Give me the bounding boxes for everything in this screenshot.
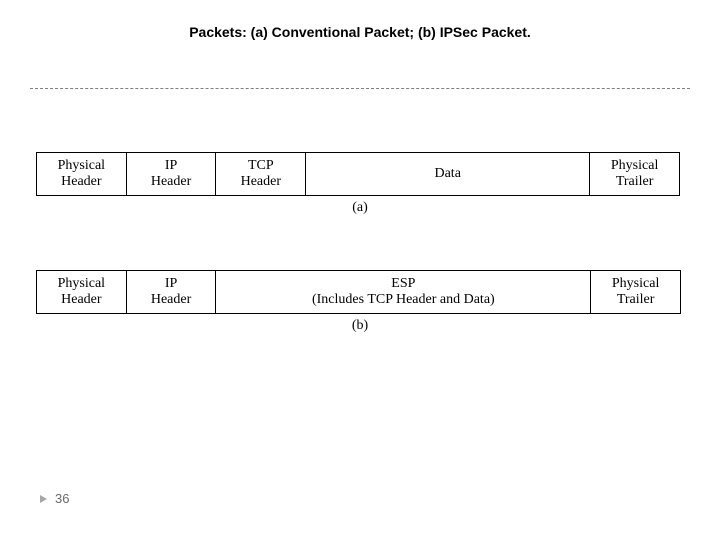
packet-cell: Data	[305, 152, 590, 196]
bullet-icon	[40, 495, 47, 503]
packet-row-b: Physical HeaderIP HeaderESP (Includes TC…	[36, 270, 684, 314]
packet-cell: TCP Header	[215, 152, 306, 196]
packet-cell: IP Header	[126, 152, 217, 196]
packet-row-a: Physical HeaderIP HeaderTCP HeaderDataPh…	[36, 152, 684, 196]
page-title: Packets: (a) Conventional Packet; (b) IP…	[0, 24, 720, 40]
slide-number: 36	[55, 491, 69, 506]
packet-cell: ESP (Includes TCP Header and Data)	[215, 270, 591, 314]
packet-cell: Physical Header	[36, 152, 127, 196]
slide-number-container: 36	[40, 491, 69, 506]
packet-cell: IP Header	[126, 270, 217, 314]
caption-b: (b)	[0, 318, 720, 334]
divider-dashed	[30, 88, 690, 89]
packet-cell: Physical Header	[36, 270, 127, 314]
packet-cell: Physical Trailer	[590, 270, 681, 314]
caption-a: (a)	[0, 200, 720, 216]
packet-cell: Physical Trailer	[589, 152, 680, 196]
